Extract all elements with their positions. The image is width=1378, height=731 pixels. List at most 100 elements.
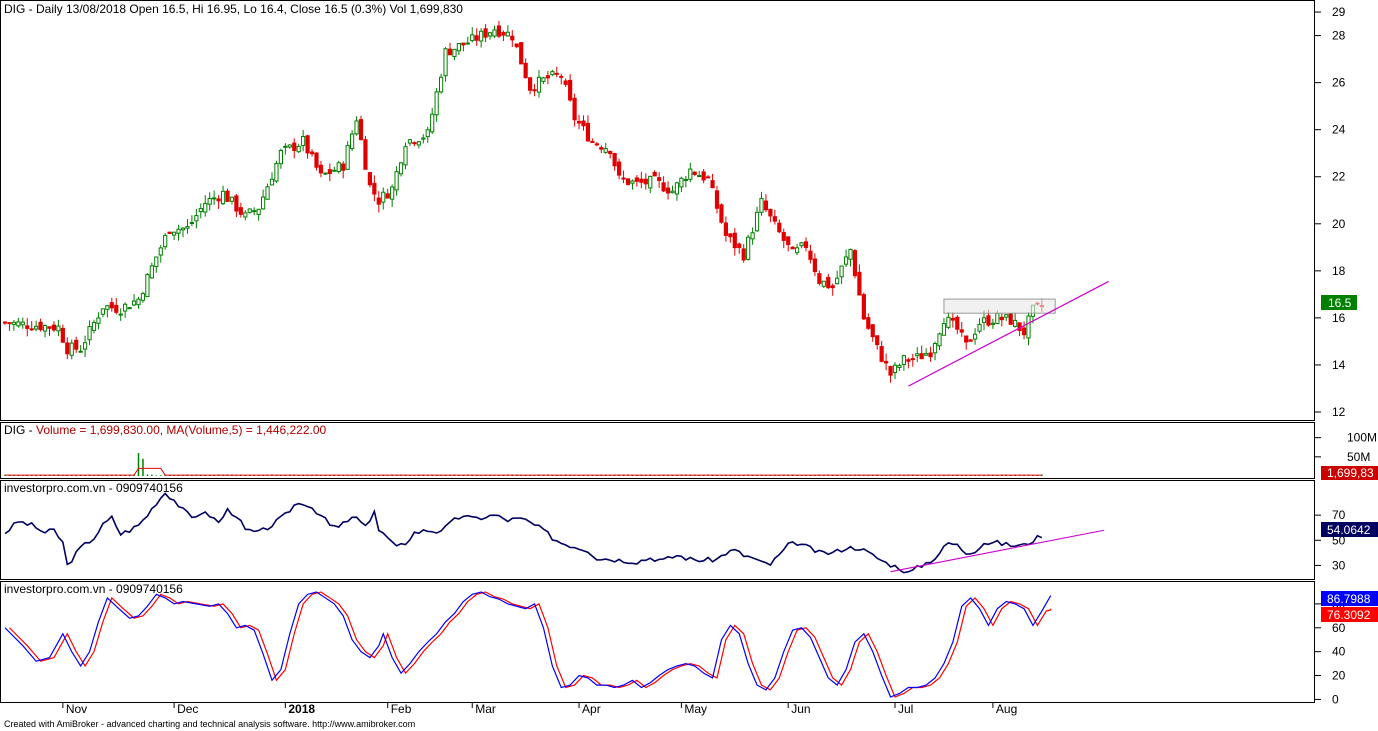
candle-body xyxy=(563,80,568,85)
candle-body xyxy=(172,231,177,236)
candle-body xyxy=(541,77,546,82)
volume-panel-frame xyxy=(0,422,1315,479)
candle-body xyxy=(20,321,25,326)
candle-body xyxy=(875,335,880,346)
candle-body xyxy=(425,129,430,138)
stoch-k-line xyxy=(4,591,1052,698)
candle-body xyxy=(866,317,871,329)
candle-body xyxy=(928,352,933,358)
candle-body xyxy=(821,280,826,287)
candle-body xyxy=(723,222,728,236)
candle-body xyxy=(479,30,484,42)
candle-body xyxy=(657,177,662,181)
candle-body xyxy=(96,317,101,324)
candle-body xyxy=(189,222,195,225)
candle-body xyxy=(407,139,413,144)
candle-body xyxy=(763,200,769,211)
candle-body xyxy=(439,76,444,93)
x-tick-label: Jun xyxy=(791,702,810,716)
candle-body xyxy=(296,145,301,153)
ind2-panel-frame xyxy=(0,581,1315,703)
candle-body xyxy=(69,342,74,356)
price-tick-label: 16 xyxy=(1332,311,1346,325)
candle-body xyxy=(229,196,235,202)
candle-body xyxy=(434,91,439,116)
candle-body xyxy=(1021,327,1027,336)
candle-body xyxy=(376,197,381,205)
ind1-line xyxy=(4,492,1043,574)
candle-body xyxy=(781,232,786,241)
candle-body xyxy=(519,42,524,65)
candle-body xyxy=(714,190,720,209)
volume-tick-label: 100M xyxy=(1347,431,1377,445)
ind2-tick-label: 40 xyxy=(1332,645,1346,659)
candle-body xyxy=(879,346,884,362)
candle-body xyxy=(287,144,292,148)
price-tick-label: 24 xyxy=(1332,123,1346,137)
candle-body xyxy=(65,342,70,355)
candle-body xyxy=(608,150,613,155)
panel-frames xyxy=(0,0,1315,703)
candle-body xyxy=(265,186,270,200)
price-tick-label: 12 xyxy=(1332,405,1346,419)
candle-body xyxy=(968,339,973,342)
candle-body xyxy=(252,210,257,213)
x-tick-label: 2018 xyxy=(288,702,315,716)
candle-body xyxy=(381,191,386,203)
volume-panel-title: DIG - Volume = 1,699,830.00, MA(Volume,5… xyxy=(4,423,327,437)
candle-body xyxy=(416,141,421,146)
volume-bars xyxy=(4,453,1043,476)
candle-body xyxy=(576,120,582,124)
candle-body xyxy=(470,34,475,42)
ind2-plot xyxy=(4,591,1052,698)
candle-body xyxy=(238,207,243,215)
candle-body xyxy=(225,190,230,202)
candle-body xyxy=(83,342,88,350)
candle-body xyxy=(937,333,942,347)
candle-body xyxy=(639,178,644,183)
candle-body xyxy=(109,302,114,309)
candle-body xyxy=(906,359,911,362)
candle-body xyxy=(674,182,680,195)
candle-body xyxy=(870,324,875,338)
candle-body xyxy=(91,321,97,331)
candle-body xyxy=(118,313,123,316)
candle-body xyxy=(581,120,586,127)
candle-body xyxy=(474,35,479,41)
candle-body xyxy=(354,120,359,135)
volume-title-prefix: DIG - xyxy=(4,423,36,437)
candle-body xyxy=(995,312,1000,325)
candle-body xyxy=(461,42,466,46)
candle-body xyxy=(559,75,564,78)
candle-body xyxy=(910,358,915,361)
candle-body xyxy=(732,232,737,249)
candle-body xyxy=(87,326,92,341)
ind1-value-badge: 54.0642 xyxy=(1321,522,1378,537)
axis-labels: 12141618202224262829100M50M3050700204060… xyxy=(1315,5,1377,706)
candle-body xyxy=(140,293,146,301)
candle-body xyxy=(327,169,332,174)
candle-body xyxy=(465,42,470,45)
candle-body xyxy=(123,303,128,312)
ind2-tick-label: 20 xyxy=(1332,669,1346,683)
candle-body xyxy=(826,276,831,289)
candle-body xyxy=(888,366,893,376)
candle-body xyxy=(719,204,724,223)
candle-body xyxy=(38,321,43,331)
footer-credit: Created with AmiBroker - advanced charti… xyxy=(4,719,415,729)
candle-body xyxy=(336,162,341,173)
price-tick-label: 28 xyxy=(1332,29,1346,43)
candle-body xyxy=(345,145,350,170)
candle-body xyxy=(274,163,279,182)
candle-body xyxy=(536,76,542,93)
candle-body xyxy=(278,149,283,165)
price-overlay xyxy=(908,280,1109,387)
candle-body xyxy=(861,294,866,320)
candle-body xyxy=(216,198,221,202)
candle-body xyxy=(78,350,83,353)
price-tick-label: 20 xyxy=(1332,217,1346,231)
candle-body xyxy=(728,233,733,238)
candle-body xyxy=(692,171,697,175)
ind2-value-text-a: 86.7988 xyxy=(1327,592,1371,606)
